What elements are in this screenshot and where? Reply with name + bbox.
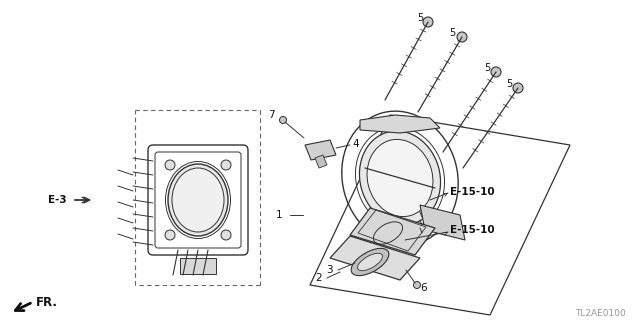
Text: 5: 5 [449, 28, 455, 38]
Ellipse shape [168, 164, 228, 236]
Polygon shape [350, 208, 435, 255]
Polygon shape [420, 205, 465, 240]
Text: 3: 3 [326, 265, 333, 275]
Circle shape [513, 83, 523, 93]
Text: E-15-10: E-15-10 [450, 187, 495, 197]
Text: TL2AE0100: TL2AE0100 [575, 308, 626, 317]
Text: 4: 4 [352, 139, 358, 149]
Text: 5: 5 [506, 79, 512, 89]
Circle shape [165, 230, 175, 240]
Ellipse shape [172, 168, 224, 232]
Polygon shape [305, 140, 336, 160]
Circle shape [491, 67, 501, 77]
Text: 1: 1 [275, 210, 282, 220]
Text: FR.: FR. [36, 297, 58, 309]
FancyArrowPatch shape [75, 197, 88, 203]
Ellipse shape [351, 248, 389, 276]
Text: 5: 5 [484, 63, 490, 73]
Polygon shape [330, 236, 420, 280]
Circle shape [423, 17, 433, 27]
Text: 6: 6 [420, 283, 427, 293]
FancyBboxPatch shape [180, 258, 216, 274]
Text: E-3: E-3 [49, 195, 67, 205]
Text: 2: 2 [316, 273, 322, 283]
Circle shape [280, 116, 287, 124]
Text: 5: 5 [417, 13, 423, 23]
Ellipse shape [360, 131, 440, 225]
Polygon shape [315, 155, 327, 168]
Polygon shape [360, 115, 440, 133]
Circle shape [457, 32, 467, 42]
Circle shape [413, 282, 420, 289]
Ellipse shape [367, 140, 433, 217]
Circle shape [165, 160, 175, 170]
Circle shape [221, 160, 231, 170]
Text: 7: 7 [268, 110, 275, 120]
Circle shape [221, 230, 231, 240]
Ellipse shape [358, 253, 383, 271]
Text: E-15-10: E-15-10 [450, 225, 495, 235]
